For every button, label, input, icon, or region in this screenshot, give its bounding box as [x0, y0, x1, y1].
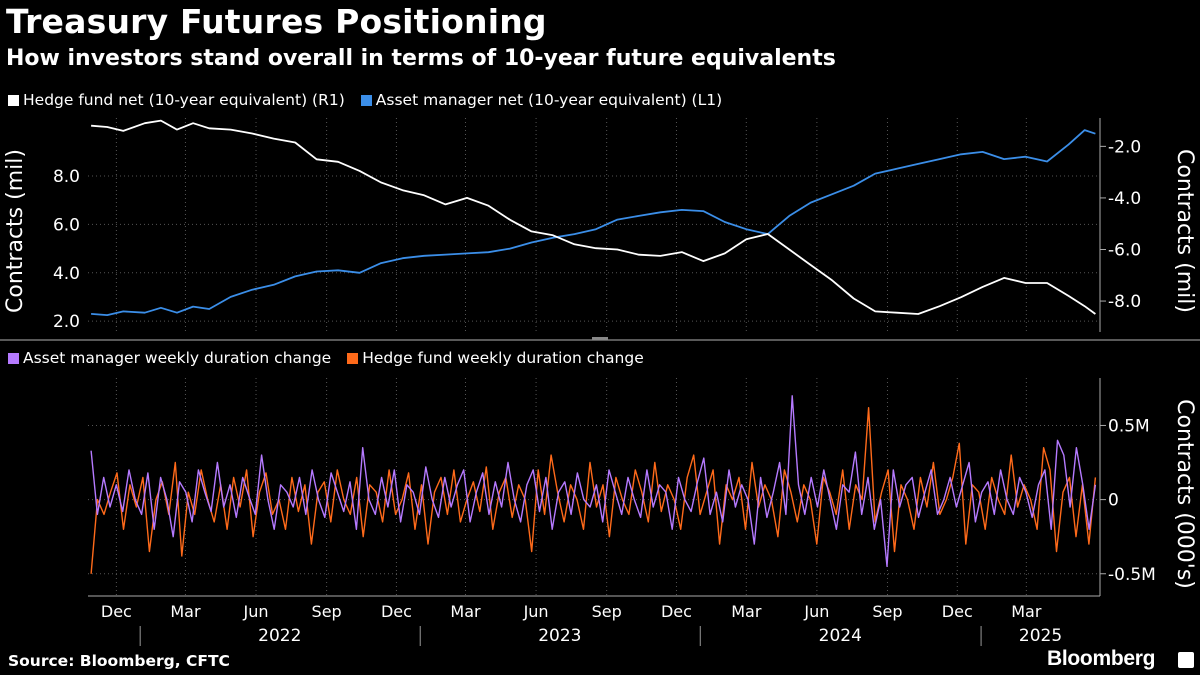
legend-swatch-asset-manager-net [360, 94, 372, 106]
x-tick-label: Mar [1011, 602, 1042, 621]
bottom-axis-label: Contracts (000's) [1172, 399, 1197, 589]
hedge-fund-net-line [91, 119, 1096, 315]
x-tick-label: Jun [523, 602, 549, 621]
year-label: 2025 [1019, 626, 1062, 646]
hedge-fund-weekly-line [90, 407, 1097, 574]
x-tick-label: Jun [243, 602, 269, 621]
legend-swatch-asset-manager-weekly [8, 352, 19, 364]
x-tick-label: Sep [872, 602, 902, 621]
year-label: 2024 [819, 626, 862, 646]
chart-subtitle: How investors stand overall in terms of … [6, 46, 836, 71]
bloomberg-badge-icon [1178, 652, 1194, 668]
year-label: 2022 [258, 626, 301, 646]
year-label: 2023 [538, 626, 581, 646]
chart-title: Treasury Futures Positioning [6, 2, 547, 41]
legend-top: Hedge fund net (10-year equivalent) (R1)… [8, 91, 738, 109]
axis-layer: Dec Mar Jun Sep Dec Mar Jun Sep Dec Mar Jun Sep Dec M… [0, 118, 1200, 646]
left-tick-label: 4.0 [53, 264, 80, 284]
bottom-tick-label: -0.5M [1108, 565, 1156, 585]
x-tick-label: Dec [381, 602, 412, 621]
left-tick-label: 2.0 [53, 312, 80, 332]
legend-swatch-hedge-fund-net [8, 94, 19, 106]
x-tick-label: Dec [101, 602, 132, 621]
legend-item-asset-manager-weekly[interactable]: Asset manager weekly duration change [8, 349, 331, 367]
bloomberg-logo: Bloomberg [1047, 647, 1156, 670]
panel-divider-handle [592, 337, 608, 340]
left-tick-label: 6.0 [53, 215, 80, 235]
x-tick-label: Jun [803, 602, 829, 621]
bottom-tick-label: 0 [1108, 491, 1119, 511]
x-tick-label: Mar [170, 602, 201, 621]
right-tick-label: -2.0 [1108, 137, 1141, 157]
legend-label-asset-manager-weekly: Asset manager weekly duration change [23, 349, 332, 367]
left-tick-label: 8.0 [53, 167, 80, 187]
right-tick-label: -6.0 [1108, 240, 1141, 260]
x-tick-label: Mar [450, 602, 481, 621]
x-tick-label: Mar [731, 602, 762, 621]
x-tick-label: Dec [661, 602, 692, 621]
legend-bottom: Asset manager weekly duration change Hed… [8, 349, 660, 367]
x-tick-label: Sep [592, 602, 622, 621]
legend-item-asset-manager-net[interactable]: Asset manager net (10-year equivalent) (… [360, 91, 723, 109]
asset-manager-weekly-line [90, 395, 1097, 567]
series-layer [90, 119, 1097, 574]
right-tick-label: -8.0 [1108, 292, 1141, 312]
bottom-tick-label: 0.5M [1108, 416, 1150, 436]
right-tick-label: -4.0 [1108, 189, 1141, 209]
legend-label-hedge-fund-net: Hedge fund net (10-year equivalent) (R1) [23, 91, 345, 109]
x-tick-label: Dec [942, 602, 973, 621]
legend-item-hedge-fund-weekly[interactable]: Hedge fund weekly duration change [347, 349, 644, 367]
x-tick-label: Sep [312, 602, 342, 621]
right-axis-label: Contracts (mil) [1172, 149, 1197, 313]
source-note: Source: Bloomberg, CFTC [8, 652, 230, 670]
asset-manager-net-line [91, 129, 1096, 316]
legend-item-hedge-fund-net[interactable]: Hedge fund net (10-year equivalent) (R1) [8, 91, 345, 109]
legend-label-asset-manager-net: Asset manager net (10-year equivalent) (… [375, 91, 723, 109]
legend-label-hedge-fund-weekly: Hedge fund weekly duration change [362, 349, 644, 367]
legend-swatch-hedge-fund-weekly [347, 352, 359, 364]
grid-layer [88, 118, 1100, 596]
left-axis-label: Contracts (mil) [3, 149, 28, 313]
